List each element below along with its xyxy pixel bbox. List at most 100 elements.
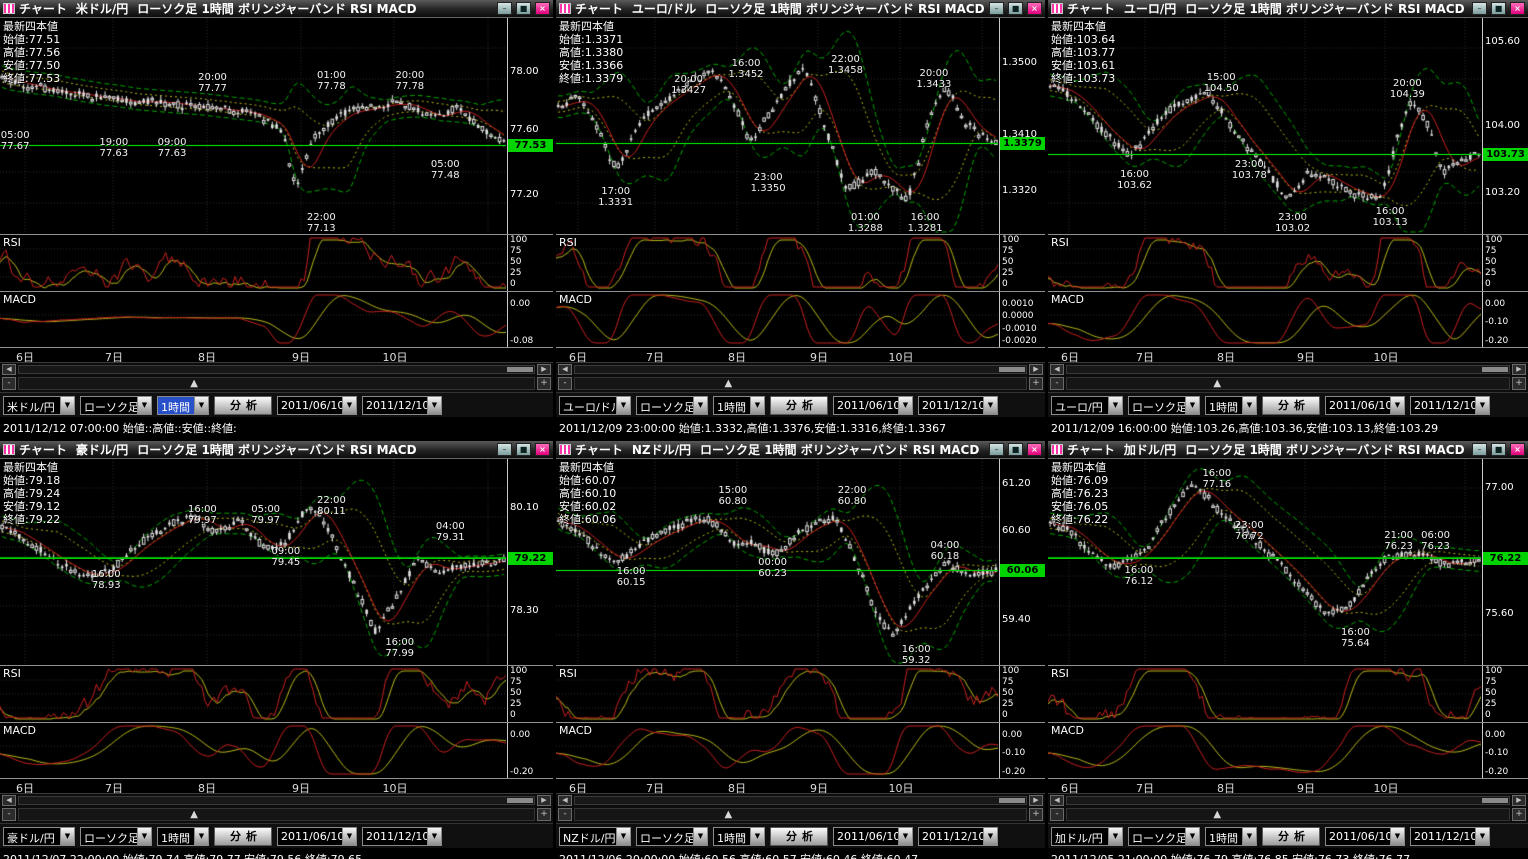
- zoom-slider-row[interactable]: - ▲ +: [0, 806, 553, 823]
- minimize-button[interactable]: –: [497, 2, 512, 15]
- price-chart-area[interactable]: 最新四本値 始値:77.51 高値:77.56 安値:77.50 終値:77.53 20…: [0, 18, 553, 234]
- zoom-slider-row[interactable]: - ▲ +: [1048, 806, 1528, 823]
- analyze-button[interactable]: 分析: [770, 826, 828, 846]
- chevron-down-icon[interactable]: ▼: [194, 827, 208, 845]
- scroll-right-button[interactable]: ▶: [1512, 794, 1526, 806]
- zoom-slider-thumb[interactable]: ▲: [724, 378, 733, 389]
- pan-scrollbar-track[interactable]: [1066, 795, 1510, 805]
- minimize-button[interactable]: –: [1472, 443, 1487, 456]
- price-chart-area[interactable]: 最新四本値 始値:1.3371 高値:1.3380 安値:1.3366 終値:1.337…: [556, 18, 1045, 234]
- date-from-select[interactable]: 2011/06/10 ▼: [1325, 826, 1405, 846]
- pan-scrollbar[interactable]: ◀ ▶: [1048, 362, 1528, 375]
- chevron-down-icon[interactable]: ▼: [342, 396, 356, 414]
- zoom-in-button[interactable]: +: [1512, 808, 1526, 821]
- chevron-down-icon[interactable]: ▼: [1242, 827, 1256, 845]
- analyze-button[interactable]: 分析: [770, 395, 828, 415]
- zoom-slider-row[interactable]: - ▲ +: [556, 375, 1045, 392]
- candle-type-select[interactable]: ローソク足 ▼: [80, 826, 152, 846]
- price-chart-area[interactable]: 最新四本値 始値:103.64 高値:103.77 安値:103.61 終値:103.7…: [1048, 18, 1528, 234]
- minimize-button[interactable]: –: [989, 2, 1004, 15]
- macd-panel[interactable]: MACD 0.00 -0.10 -0.20: [556, 722, 1045, 778]
- scroll-right-button[interactable]: ▶: [1029, 363, 1043, 375]
- scroll-right-button[interactable]: ▶: [1512, 363, 1526, 375]
- candle-type-select[interactable]: ローソク足 ▼: [1128, 395, 1200, 415]
- analyze-button[interactable]: 分析: [1262, 826, 1320, 846]
- macd-panel[interactable]: MACD 0.00 -0.10 -0.20: [1048, 291, 1528, 347]
- pan-scrollbar[interactable]: ◀ ▶: [556, 362, 1045, 375]
- pan-scrollbar-thumb[interactable]: [999, 366, 1025, 372]
- window-titlebar[interactable]: チャート NZドル/円 ローソク足 1時間 ボリンジャーバンド RSI MACD –…: [556, 441, 1045, 459]
- chevron-down-icon[interactable]: ▼: [427, 396, 441, 414]
- chevron-down-icon[interactable]: ▼: [1242, 396, 1256, 414]
- date-from-select[interactable]: 2011/06/10 ▼: [277, 826, 357, 846]
- zoom-slider-thumb[interactable]: ▲: [190, 809, 198, 820]
- macd-panel[interactable]: MACD 0.00 -0.10 -0.20: [1048, 722, 1528, 778]
- scroll-left-button[interactable]: ◀: [558, 794, 572, 806]
- rsi-panel[interactable]: RSI 100 75 50 25 0: [556, 234, 1045, 291]
- zoom-slider-track[interactable]: ▲: [18, 808, 535, 821]
- zoom-out-button[interactable]: -: [2, 808, 16, 821]
- chevron-down-icon[interactable]: ▼: [427, 827, 441, 845]
- pan-scrollbar[interactable]: ◀ ▶: [556, 793, 1045, 806]
- pair-select[interactable]: ユーロ/円 ▼: [1051, 395, 1123, 415]
- zoom-in-button[interactable]: +: [537, 377, 551, 390]
- window-titlebar[interactable]: チャート 加ドル/円 ローソク足 1時間 ボリンジャーバンド RSI MACD – …: [1048, 441, 1528, 459]
- window-titlebar[interactable]: チャート 米ドル/円 ローソク足 1時間 ボリンジャーバンド RSI MACD – …: [0, 0, 553, 18]
- chevron-down-icon[interactable]: ▼: [1475, 827, 1489, 845]
- zoom-slider-row[interactable]: - ▲ +: [0, 375, 553, 392]
- zoom-out-button[interactable]: -: [1050, 808, 1064, 821]
- period-select[interactable]: 1時間 ▼: [1205, 826, 1257, 846]
- maximize-button[interactable]: ■: [1491, 443, 1506, 456]
- zoom-slider-thumb[interactable]: ▲: [190, 378, 198, 389]
- chevron-down-icon[interactable]: ▼: [137, 396, 151, 414]
- zoom-in-button[interactable]: +: [1029, 808, 1043, 821]
- zoom-slider-track[interactable]: ▲: [1066, 377, 1510, 390]
- pair-select[interactable]: 豪ドル/円 ▼: [3, 826, 75, 846]
- date-to-select[interactable]: 2011/12/10 ▼: [362, 826, 442, 846]
- maximize-button[interactable]: ■: [516, 2, 531, 15]
- pan-scrollbar[interactable]: ◀ ▶: [0, 362, 553, 375]
- minimize-button[interactable]: –: [1472, 2, 1487, 15]
- period-select[interactable]: 1時間 ▼: [713, 395, 765, 415]
- pan-scrollbar-track[interactable]: [1066, 364, 1510, 374]
- scroll-right-button[interactable]: ▶: [537, 794, 551, 806]
- rsi-panel[interactable]: RSI 100 75 50 25 0: [0, 665, 553, 722]
- date-to-select[interactable]: 2011/12/10 ▼: [918, 395, 998, 415]
- zoom-slider-track[interactable]: ▲: [574, 377, 1027, 390]
- pan-scrollbar[interactable]: ◀ ▶: [1048, 793, 1528, 806]
- close-button[interactable]: ×: [1027, 2, 1042, 15]
- rsi-panel[interactable]: RSI 100 75 50 25 0: [556, 665, 1045, 722]
- pan-scrollbar[interactable]: ◀ ▶: [0, 793, 553, 806]
- pair-select[interactable]: 加ドル/円 ▼: [1051, 826, 1123, 846]
- maximize-button[interactable]: ■: [1008, 2, 1023, 15]
- scroll-left-button[interactable]: ◀: [2, 363, 16, 375]
- minimize-button[interactable]: –: [497, 443, 512, 456]
- chevron-down-icon[interactable]: ▼: [616, 396, 630, 414]
- macd-panel[interactable]: MACD 0.00 -0.08: [0, 291, 553, 347]
- chevron-down-icon[interactable]: ▼: [60, 827, 74, 845]
- price-chart-area[interactable]: 最新四本値 始値:60.07 高値:60.10 安値:60.02 終値:60.06 15…: [556, 459, 1045, 665]
- candle-type-select[interactable]: ローソク足 ▼: [636, 395, 708, 415]
- window-titlebar[interactable]: チャート ユーロ/円 ローソク足 1時間 ボリンジャーバンド RSI MACD – …: [1048, 0, 1528, 18]
- zoom-slider-track[interactable]: ▲: [18, 377, 535, 390]
- chevron-down-icon[interactable]: ▼: [693, 827, 707, 845]
- chevron-down-icon[interactable]: ▼: [750, 827, 764, 845]
- date-from-select[interactable]: 2011/06/10 ▼: [1325, 395, 1405, 415]
- pair-select[interactable]: ユーロ/ドル ▼: [559, 395, 631, 415]
- zoom-out-button[interactable]: -: [2, 377, 16, 390]
- pan-scrollbar-thumb[interactable]: [507, 366, 533, 372]
- zoom-out-button[interactable]: -: [558, 377, 572, 390]
- chevron-down-icon[interactable]: ▼: [1475, 396, 1489, 414]
- date-from-select[interactable]: 2011/06/10 ▼: [833, 395, 913, 415]
- chevron-down-icon[interactable]: ▼: [342, 827, 356, 845]
- pan-scrollbar-thumb[interactable]: [507, 797, 533, 803]
- zoom-slider-row[interactable]: - ▲ +: [556, 806, 1045, 823]
- pair-select[interactable]: 米ドル/円 ▼: [3, 395, 75, 415]
- candle-type-select[interactable]: ローソク足 ▼: [636, 826, 708, 846]
- pan-scrollbar-thumb[interactable]: [1482, 366, 1508, 372]
- analyze-button[interactable]: 分析: [214, 826, 272, 846]
- pan-scrollbar-track[interactable]: [574, 795, 1027, 805]
- analyze-button[interactable]: 分析: [1262, 395, 1320, 415]
- chevron-down-icon[interactable]: ▼: [194, 396, 208, 414]
- chevron-down-icon[interactable]: ▼: [1390, 827, 1404, 845]
